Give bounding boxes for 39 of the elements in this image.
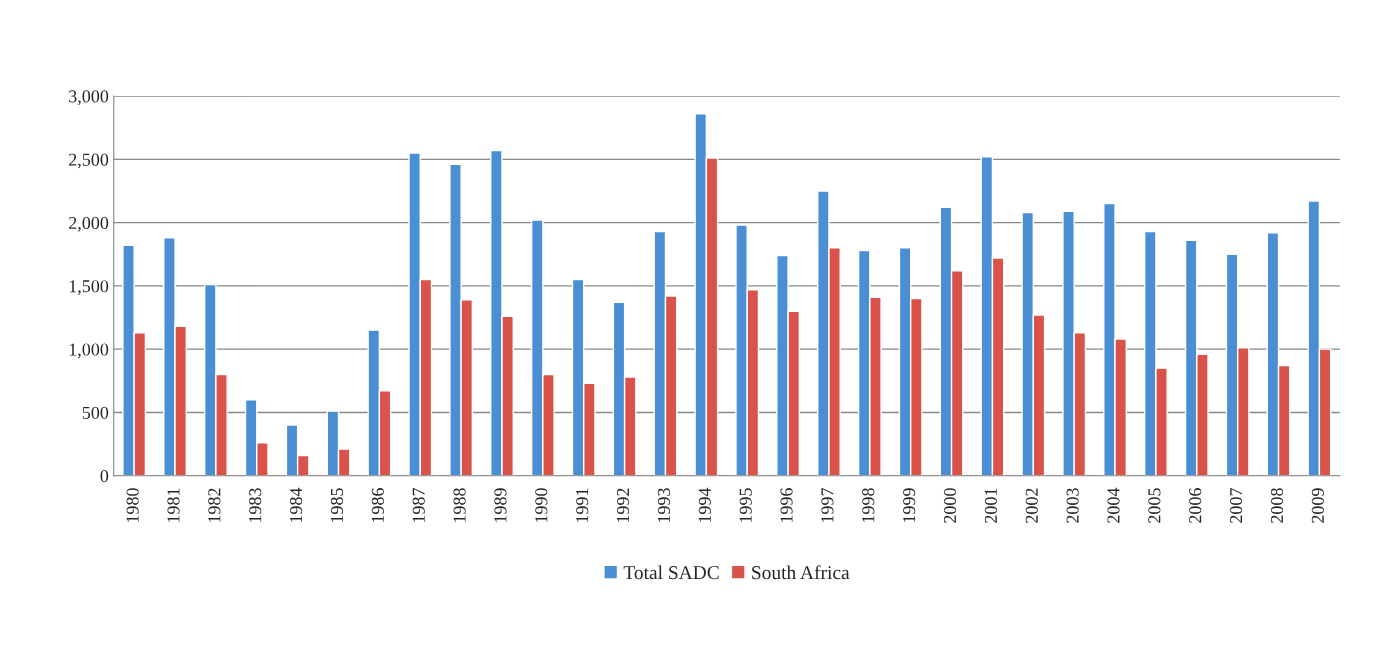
x-tick-label: 2007 — [1230, 488, 1243, 523]
x-tick-label: 1990 — [535, 488, 548, 523]
x-tick-label: 1981 — [167, 488, 180, 523]
legend-label: South Africa — [752, 565, 850, 580]
y-tick-label: 1,000 — [69, 343, 109, 359]
x-tick-label: 1985 — [330, 488, 344, 523]
x-tick-label: 2000 — [943, 488, 957, 523]
x-tick-label: 1993 — [657, 488, 670, 523]
x-tick-label: 1984 — [289, 487, 303, 523]
legend-label: Total SADC — [623, 565, 719, 580]
x-tick-label: 2001 — [984, 488, 997, 523]
x-tick-label: 1995 — [739, 488, 752, 523]
x-tick-label: 2002 — [1025, 488, 1038, 523]
x-tick-label: 1986 — [371, 488, 384, 523]
x-tick-label: 1996 — [780, 488, 793, 523]
x-tick-label: 1992 — [617, 488, 630, 523]
x-tick-label: 1987 — [412, 488, 425, 523]
x-tick-label: 1982 — [208, 488, 221, 523]
x-tick-label: 2009 — [1311, 488, 1324, 523]
y-tick-label: 2,500 — [69, 153, 109, 169]
y-tick-label: 0 — [100, 469, 109, 483]
y-tick-label: 2,000 — [69, 216, 109, 232]
x-tick-label: 1983 — [249, 488, 262, 523]
x-tick-label: 1994 — [698, 487, 711, 523]
x-tick-label: 2005 — [1148, 488, 1161, 523]
x-tick-label: 1998 — [862, 488, 875, 523]
y-tick-label: 3,000 — [69, 90, 109, 106]
x-tick-label: 2006 — [1189, 488, 1202, 523]
x-tick-label: 1988 — [453, 488, 466, 523]
y-tick-label: 1,500 — [69, 280, 109, 295]
x-tick-label: 1989 — [494, 488, 507, 523]
x-tick-label: 1997 — [821, 488, 834, 523]
x-tick-label: 2008 — [1270, 488, 1284, 523]
x-tick-label: 1980 — [126, 488, 139, 523]
y-tick-label: 500 — [82, 406, 109, 419]
x-tick-label: 1999 — [903, 488, 916, 523]
x-tick-label: 1991 — [576, 488, 589, 523]
x-tick-label: 2004 — [1107, 487, 1120, 523]
x-tick-label: 2003 — [1066, 488, 1079, 523]
